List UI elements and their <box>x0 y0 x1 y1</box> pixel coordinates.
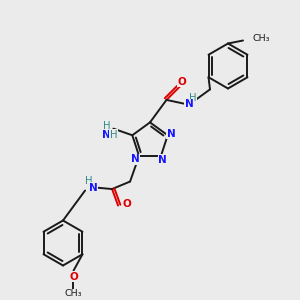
Text: O: O <box>122 199 131 209</box>
Text: N: N <box>184 99 194 110</box>
Text: CH₃: CH₃ <box>65 289 82 298</box>
Text: H: H <box>189 93 197 103</box>
Text: H: H <box>103 121 111 131</box>
Text: N: N <box>167 129 176 139</box>
Text: H: H <box>85 176 93 186</box>
Text: N: N <box>158 154 167 165</box>
Text: N: N <box>102 130 111 140</box>
Text: CH₃: CH₃ <box>253 34 270 43</box>
Text: N: N <box>89 182 98 193</box>
Text: O: O <box>177 77 186 87</box>
Text: H: H <box>110 130 117 140</box>
Text: N: N <box>131 154 140 164</box>
Text: O: O <box>69 272 78 282</box>
